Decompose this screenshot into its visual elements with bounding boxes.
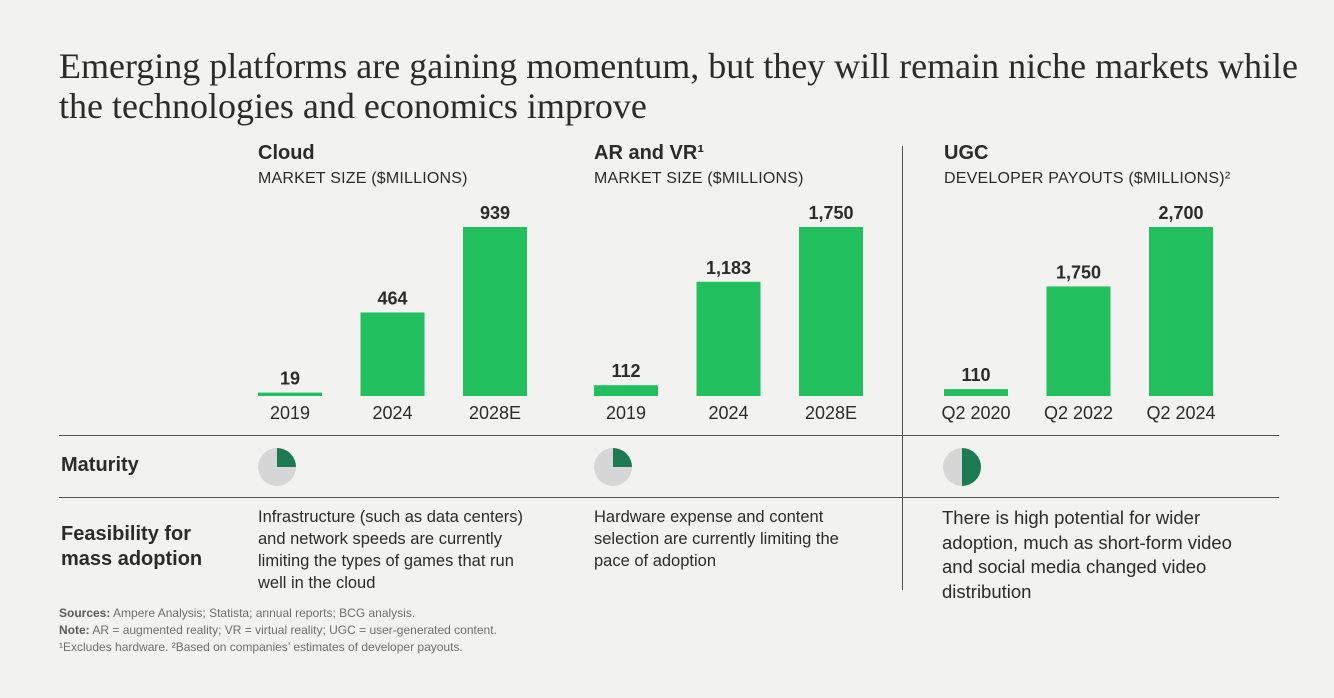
footnotes: Sources: Ampere Analysis; Statista; annu… [59, 605, 497, 656]
note-line: Note: AR = augmented reality; VR = virtu… [59, 622, 497, 639]
feasibility-text-cloud: Infrastructure (such as data centers) an… [258, 508, 524, 592]
pie-slice [277, 448, 296, 467]
data-label: 110 [961, 365, 990, 385]
bar-chart-ugc: 110 Q2 2020 1,750 Q2 2022 2,700 Q2 2024 [941, 203, 1215, 423]
data-label: 112 [611, 361, 640, 381]
pie-slice [962, 448, 981, 486]
feasibility-text-ar-vr: Hardware expense and content selection a… [594, 508, 839, 570]
chart-subtitle: MARKET SIZE ($MILLIONS) [594, 170, 804, 187]
note-text: AR = augmented reality; VR = virtual rea… [89, 623, 497, 637]
x-tick-label: Q2 2024 [1146, 403, 1215, 423]
data-label: 1,750 [808, 203, 853, 223]
chart-title: UGC [944, 142, 989, 164]
note-label: Note: [59, 623, 90, 637]
x-tick-label: Q2 2022 [1044, 403, 1113, 423]
x-tick-label: 2024 [372, 403, 412, 423]
bar [1046, 286, 1111, 396]
data-label: 464 [377, 288, 407, 308]
x-tick-label: 2024 [708, 403, 748, 423]
x-tick-label: 2028E [805, 403, 857, 423]
data-label: 1,750 [1056, 262, 1101, 282]
bar [463, 227, 527, 396]
feasibility-label: Feasibility for mass adoption [61, 523, 203, 570]
chart-panel-cloud: Cloud MARKET SIZE ($MILLIONS) 19 2019 464 2… [258, 142, 548, 432]
chart-panel-ar-vr: AR and VR¹ MARKET SIZE ($MILLIONS) 112 20… [594, 142, 884, 432]
x-tick-label: 2019 [270, 403, 310, 423]
bar-chart-ar-vr: 112 2019 1,183 2024 1,750 2028E [594, 203, 863, 423]
x-tick-label: Q2 2020 [941, 403, 1010, 423]
chart-subtitle: MARKET SIZE ($MILLIONS) [258, 170, 468, 187]
chart-panel-ugc: UGC DEVELOPER PAYOUTS ($MILLIONS)² 110 Q2… [941, 142, 1234, 432]
footnote-line: ¹Excludes hardware. ²Based on companies’… [59, 640, 463, 654]
maturity-pie-cloud [258, 448, 296, 486]
data-label: 1,183 [706, 258, 751, 278]
sources-text: Ampere Analysis; Statista; annual report… [110, 606, 416, 620]
sources-label: Sources: [59, 606, 111, 620]
bar [799, 227, 863, 396]
data-label: 2,700 [1158, 203, 1203, 223]
chart-subtitle: DEVELOPER PAYOUTS ($MILLIONS)² [944, 170, 1231, 187]
bar [360, 312, 425, 396]
maturity-pie-ugc [943, 448, 981, 486]
maturity-label: Maturity [61, 454, 139, 476]
pie-slice [613, 448, 632, 467]
sources-line: Sources: Ampere Analysis; Statista; annu… [59, 605, 497, 622]
data-label: 939 [480, 203, 510, 223]
maturity-pie-ar-vr [594, 448, 632, 486]
page-title: Emerging platforms are gaining momentum,… [59, 46, 1299, 126]
column-divider [902, 146, 903, 590]
bar [944, 389, 1008, 396]
x-tick-label: 2019 [606, 403, 646, 423]
bar-chart-cloud: 19 2019 464 2024 939 2028E [258, 203, 527, 423]
bar [594, 385, 658, 396]
bar [696, 281, 761, 396]
chart-title: Cloud [258, 142, 315, 164]
x-tick-label: 2028E [469, 403, 521, 423]
divider-line [59, 435, 1279, 436]
data-label: 19 [280, 369, 300, 389]
bar [258, 392, 322, 396]
chart-title: AR and VR¹ [594, 142, 704, 164]
bar [1149, 227, 1213, 396]
divider-line [59, 497, 1279, 498]
feasibility-text-ugc: There is high potential for wider adopti… [942, 507, 1232, 602]
